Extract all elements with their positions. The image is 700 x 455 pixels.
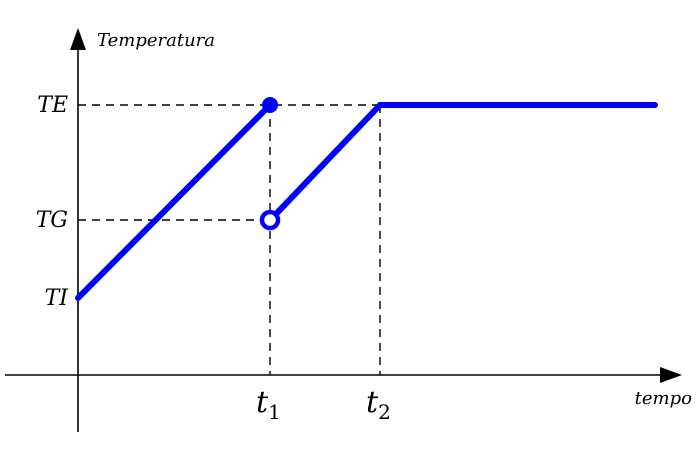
label-part: 2 (378, 400, 391, 424)
second-segment (273, 102, 658, 217)
open-point (259, 209, 281, 231)
x-title: tempo (635, 388, 692, 409)
y-arrow (70, 28, 86, 50)
heating-segment (75, 102, 273, 301)
y-label: TE (37, 93, 68, 118)
y-label: TG (36, 208, 68, 233)
label-part: 1 (268, 400, 281, 424)
label-part: t (256, 385, 269, 420)
x-label: t2 (366, 385, 391, 424)
y-label: TI (45, 286, 70, 311)
closed-point (262, 97, 278, 113)
x-label: t1 (256, 385, 281, 424)
label-part: t (366, 385, 379, 420)
x-arrow (660, 367, 682, 383)
y-title: Temperatura (97, 30, 215, 51)
